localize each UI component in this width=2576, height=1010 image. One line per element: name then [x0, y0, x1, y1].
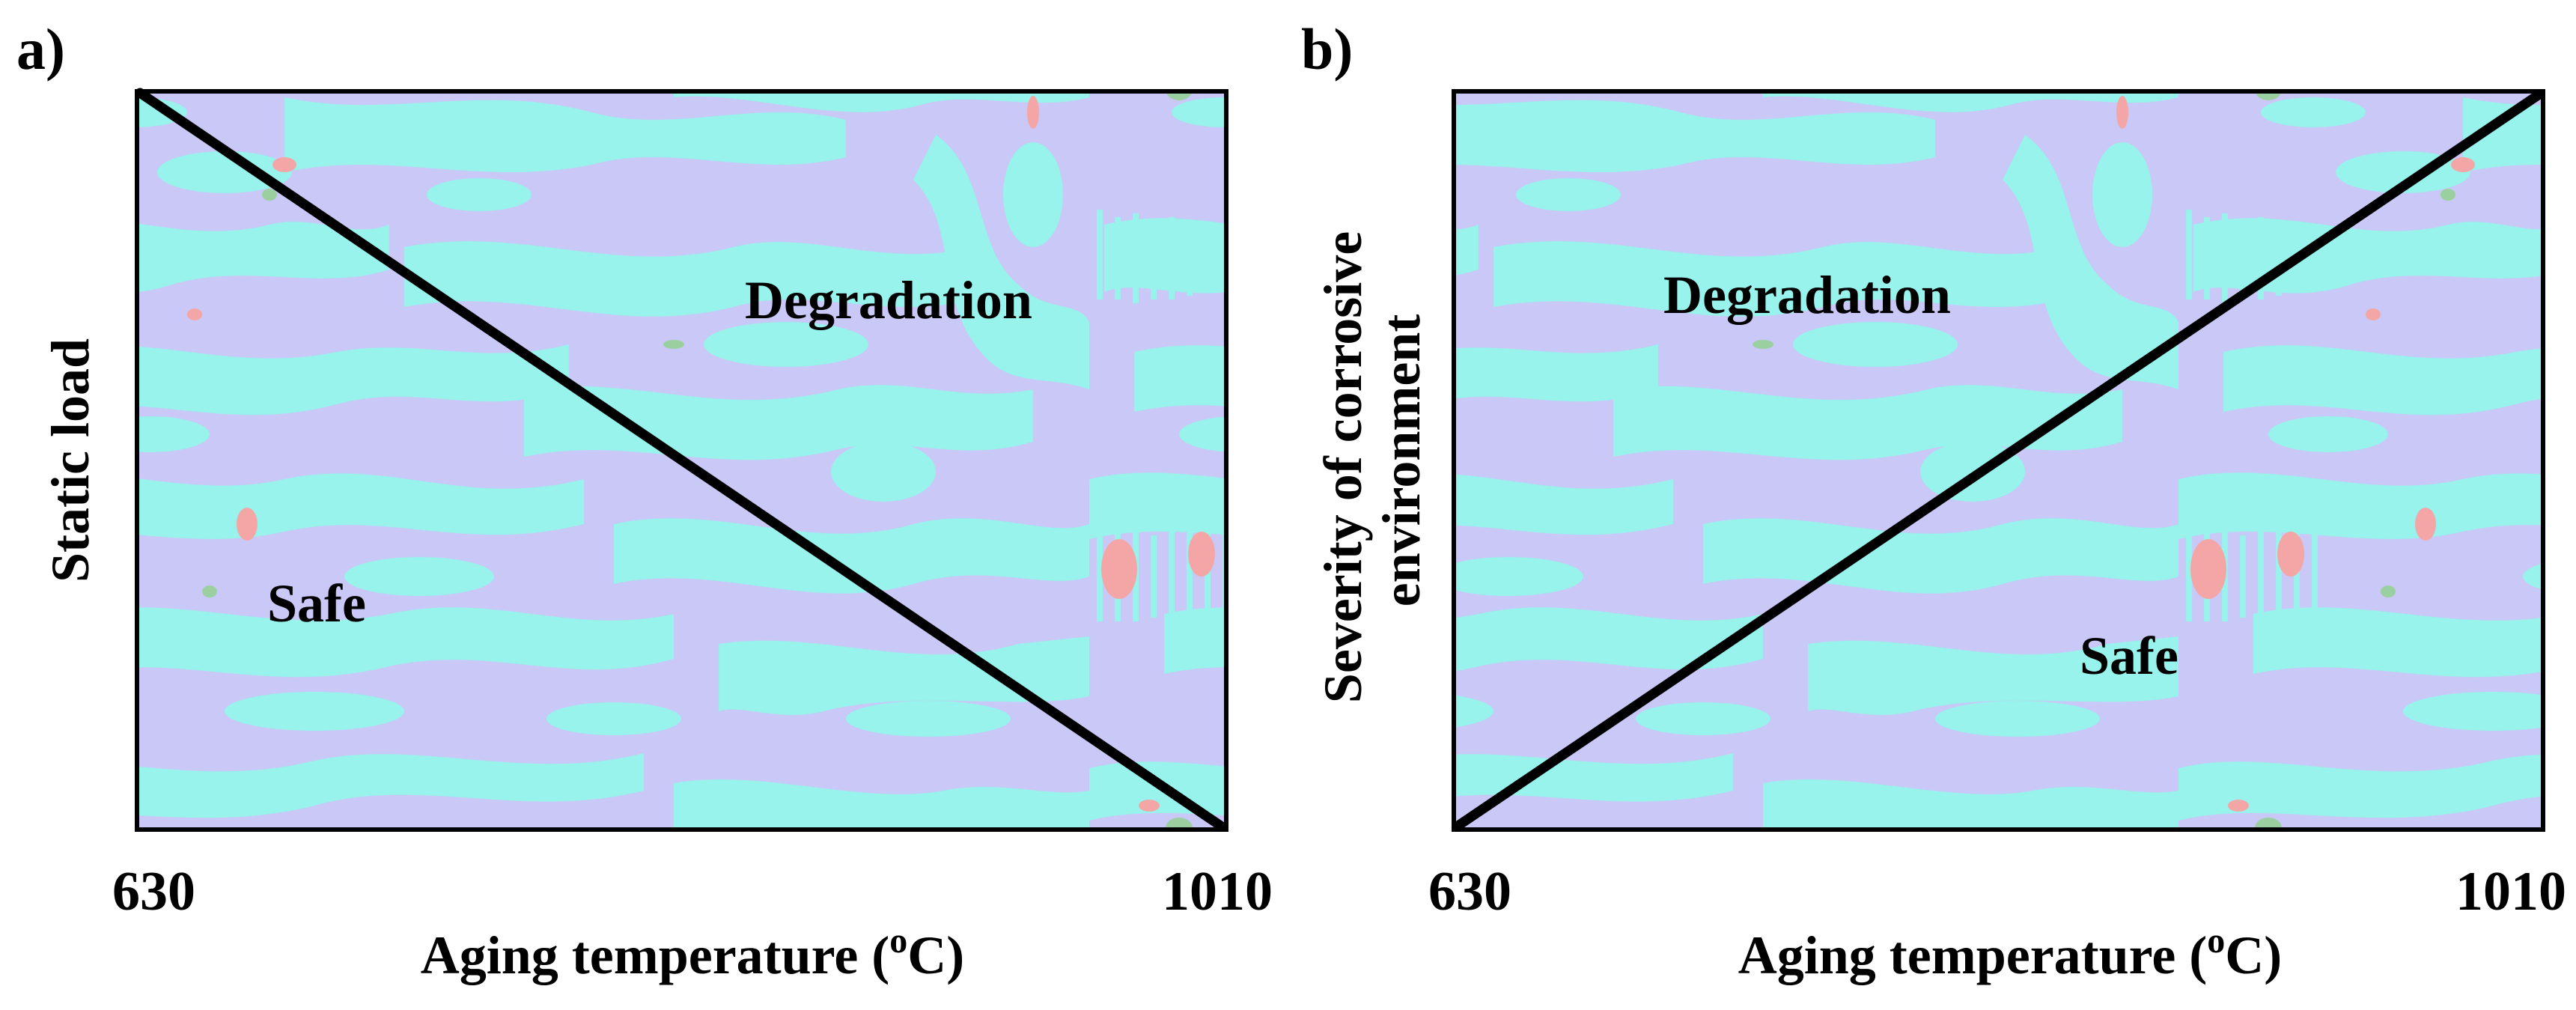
- panel-b: b) Degradation Safe Severity of corrosiv…: [1301, 16, 2566, 985]
- panel-a-x-tick-min: 630: [112, 861, 195, 922]
- panel-b-y-axis-title: Severity of corrosive environment: [1313, 218, 1431, 703]
- panel-b-region-degradation: Degradation: [1663, 265, 1951, 325]
- panel-a-x-axis-title-sup: o: [889, 921, 907, 961]
- panel-b-letter: b): [1301, 16, 1353, 82]
- panel-b-y-axis-title-line1: Severity of corrosive: [1313, 231, 1373, 703]
- panel-b-boundary-line: [1452, 89, 2545, 832]
- panel-a-region-safe: Safe: [267, 574, 366, 633]
- panel-b-x-axis-title-unit: C): [2225, 925, 2282, 985]
- panel-a-x-tick-max: 1010: [1162, 861, 1273, 922]
- panel-a-boundary-line: [135, 88, 1227, 832]
- panel-b-region-safe: Safe: [2080, 626, 2178, 686]
- panel-b-y-axis-title-line2: environment: [1371, 314, 1431, 607]
- panel-a-region-degradation: Degradation: [745, 270, 1032, 330]
- panel-a-x-axis-title-text: Aging temperature (: [421, 925, 890, 985]
- panel-a-x-axis-title: Aging temperature (oC): [421, 921, 965, 985]
- panel-b-x-tick-max: 1010: [2455, 861, 2566, 922]
- panel-b-plot-frame: [1452, 89, 2545, 832]
- panel-a-plot-frame: [135, 89, 1228, 832]
- panel-b-x-axis-title-text: Aging temperature (: [1738, 925, 2208, 985]
- panel-b-x-axis-title-sup: o: [2207, 921, 2225, 961]
- panel-b-x-axis-title: Aging temperature (oC): [1738, 921, 2283, 985]
- panel-a: a) Degradation Safe Static load 630 1010…: [16, 16, 1273, 985]
- panel-a-y-axis-title: Static load: [40, 338, 100, 582]
- panel-a-letter: a): [16, 16, 65, 82]
- panel-b-x-tick-min: 630: [1428, 861, 1511, 922]
- panel-a-x-axis-title-unit: C): [907, 925, 964, 985]
